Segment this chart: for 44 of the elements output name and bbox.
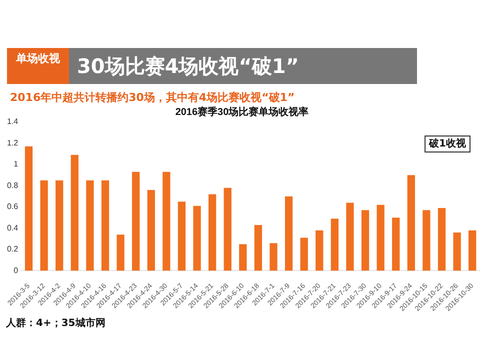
bar <box>162 172 170 271</box>
chart-subtitle: 2016年中超共计转播约30场，其中有4场比赛收视“破1” <box>10 90 295 105</box>
bar <box>392 218 400 271</box>
bar <box>270 243 278 271</box>
bar <box>178 202 186 271</box>
y-tick-label: 0 <box>14 266 19 275</box>
bar <box>468 230 476 271</box>
bar <box>147 190 155 271</box>
bar <box>316 230 324 271</box>
bar <box>330 218 339 271</box>
y-tick-label: 0.4 <box>6 223 19 232</box>
bar <box>346 202 354 271</box>
y-tick-label: 0.6 <box>6 202 19 212</box>
bar <box>254 225 262 271</box>
bar <box>101 180 110 271</box>
bar <box>70 154 78 271</box>
bar <box>40 180 48 271</box>
bar <box>438 208 446 271</box>
bar <box>407 175 415 271</box>
bar <box>132 172 140 271</box>
y-tick-label: 0.2 <box>6 244 19 254</box>
bar <box>239 244 247 271</box>
bar <box>376 204 384 271</box>
annotation: 破1收视 <box>428 138 467 150</box>
y-tick-label: 1.2 <box>6 138 19 148</box>
bar <box>284 196 293 271</box>
text: 30场比赛4场收视“破1” <box>76 53 299 80</box>
bar <box>86 180 94 271</box>
bar <box>224 188 232 271</box>
y-tick-label: 0.8 <box>6 180 19 190</box>
bar <box>56 180 64 271</box>
bar <box>193 206 201 271</box>
text: 单场收视 <box>7 48 69 84</box>
y-tick-label: 1.4 <box>6 117 19 126</box>
bar <box>208 194 216 271</box>
bar <box>422 210 430 271</box>
bar <box>300 238 308 271</box>
bar <box>24 146 33 271</box>
bar <box>361 210 370 271</box>
chart-title: 2016赛季30场比赛单场收视率 <box>175 106 309 118</box>
bar <box>453 232 461 271</box>
y-tick-label: 1 <box>14 160 19 169</box>
text: 人群：4+；35城市网 <box>6 316 106 330</box>
bar <box>116 234 124 271</box>
